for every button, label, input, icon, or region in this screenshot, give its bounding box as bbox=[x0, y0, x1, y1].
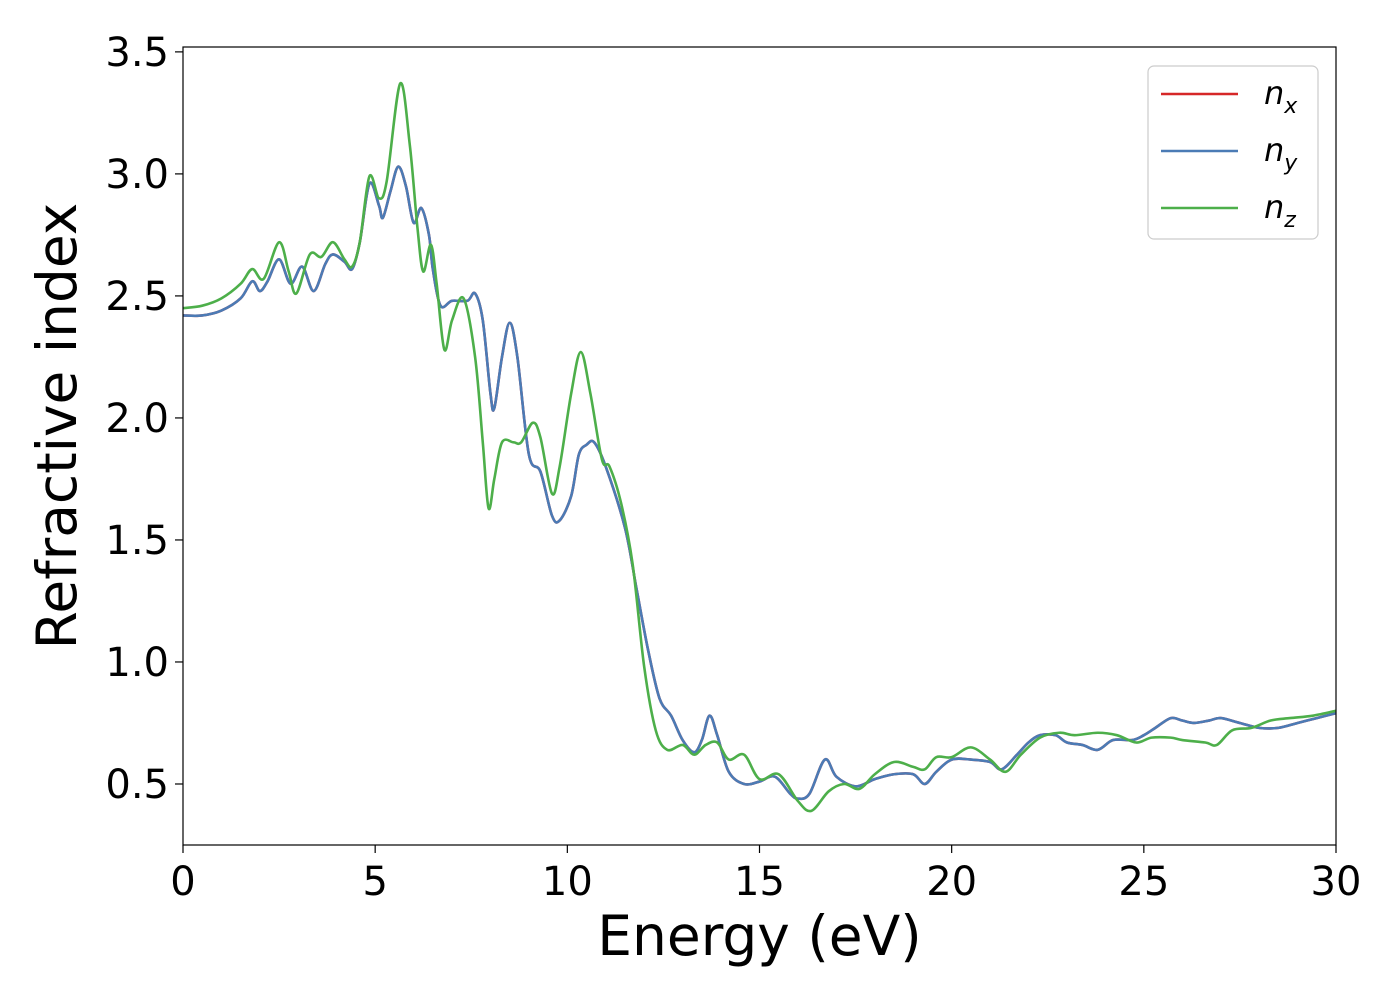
series-line-n-z bbox=[183, 82, 1336, 813]
y-tick-label: 1.0 bbox=[105, 640, 169, 686]
x-axis: 0 5 10 15 20 25 30 bbox=[170, 845, 1361, 905]
y-tick-label: 0.5 bbox=[105, 762, 169, 808]
y-tick-label: 1.5 bbox=[105, 518, 169, 564]
x-axis-title: Energy (eV) bbox=[597, 904, 921, 968]
legend-item-n-z: nz bbox=[1161, 188, 1296, 233]
legend-label: nx bbox=[1264, 74, 1298, 119]
y-axis-title: Refractive index bbox=[25, 203, 89, 650]
x-tick-label: 20 bbox=[926, 859, 977, 905]
y-tick-label: 3.5 bbox=[105, 30, 169, 76]
y-tick-label: 2.0 bbox=[105, 396, 169, 442]
legend-label: ny bbox=[1264, 131, 1298, 176]
legend: nx ny nz bbox=[1147, 65, 1319, 240]
x-tick-label: 30 bbox=[1311, 859, 1362, 905]
legend-item-n-x: nx bbox=[1161, 74, 1298, 119]
series-layer bbox=[183, 82, 1336, 813]
y-tick-label: 2.5 bbox=[105, 274, 169, 320]
legend-box bbox=[1147, 65, 1319, 240]
y-axis: 0.5 1.0 1.5 2.0 2.5 3.0 3.5 bbox=[105, 30, 183, 808]
x-tick-label: 10 bbox=[542, 859, 593, 905]
x-tick-label: 15 bbox=[734, 859, 785, 905]
y-tick-label: 3.0 bbox=[105, 152, 169, 198]
x-tick-label: 25 bbox=[1118, 859, 1169, 905]
legend-label: nz bbox=[1264, 188, 1296, 233]
x-tick-label: 0 bbox=[170, 859, 195, 905]
series-line-n-y bbox=[183, 165, 1336, 801]
x-tick-label: 5 bbox=[362, 859, 387, 905]
legend-item-n-y: ny bbox=[1161, 131, 1298, 176]
